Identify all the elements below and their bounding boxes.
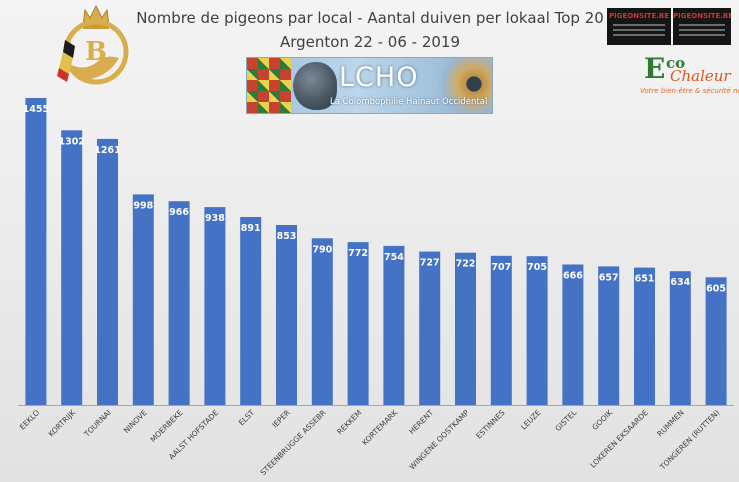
x-tick-label: NINOVE [122,408,149,435]
bar-kortrijk [61,130,83,406]
x-tick-label: LEUZE [519,408,543,432]
bar-value-label: 705 [527,262,547,273]
x-tick-label: IEPER [270,408,292,430]
ad-text-line [613,34,665,36]
bar-value-label: 707 [491,262,511,273]
bar-value-label: 1455 [23,104,49,115]
eco-e-letter: E [644,52,666,85]
bar-value-label: 722 [456,259,476,270]
bar-wingene-oostkamp [455,252,476,405]
bar-value-label: 938 [205,213,225,224]
bar-rummen [669,271,691,405]
bar-value-label: 772 [348,248,368,259]
bar-value-label: 853 [277,231,297,242]
bar-rekkem [347,242,369,405]
bar-value-label: 754 [384,252,404,263]
x-tick-label: TOURNAI [82,408,113,439]
bar-value-label: 966 [169,207,189,218]
bar-value-label: 605 [706,283,726,294]
bar-leuze [526,256,548,405]
ad-text-line [613,29,665,31]
bar-herent [419,251,441,405]
bar-tournai [97,138,118,405]
lcho-banner: LCHO La Colombophilie Hainaut Occidental [246,57,493,114]
bar-elst [240,217,262,405]
bar-value-label: 1261 [94,145,120,156]
ad-text-line [679,34,725,36]
bar-value-label: 1302 [58,136,84,147]
eye-icon [438,58,492,113]
bar-ninove [132,194,154,405]
x-tick-label: STEENBRUGGE ASSEBR [259,408,328,477]
eco-tagline: Votre bien-être & sécurité notre [640,87,739,95]
bar-value-label: 657 [599,272,619,283]
x-tick-label: WINGENE OOSTKAMP [408,408,472,472]
bar-tongeren-rutten [705,277,727,405]
bar-estinnes [490,255,512,405]
x-tick-label: KORTEMARK [360,407,400,447]
x-tick-label: GISTEL [553,407,579,433]
royal-b-logo: B [57,4,129,85]
bar-moerbeke [168,201,190,405]
lcho-subtitle: La Colombophilie Hainaut Occidental [330,97,488,107]
eco-chaleur-text: Chaleur [670,67,731,85]
x-tick-label: GOOIK [590,407,615,432]
bar-ieper [276,225,297,405]
x-tick-label: TONGEREN (RUTTEN) [657,408,721,472]
pigeonsite-ad-1[interactable]: PIGEONSITE.BE [607,8,671,45]
ad-text-line [679,29,725,31]
bar-aalst-hofstade [204,207,226,405]
bar-eeklo [25,98,47,405]
x-tick-label: EEKLO [18,408,42,432]
tick-labels-group: EEKLO KORTRIJK TOURNAI NINOVE MOERBEKEAALST … [18,407,722,477]
x-tick-label: ESTINNES [474,408,507,441]
bars-group: 1455 1302 1261 998 966 938 891 853 790 772 754 727 7… [23,98,727,406]
bar-value-label: 634 [670,277,690,288]
logo-letter: B [85,37,107,67]
bar-value-label: 651 [635,274,655,285]
x-tick-label: ELST [237,408,257,428]
pigeonsite-brand-2: PIGEONSITE.BE [673,12,731,20]
x-tick-label: RUMMEN [655,408,685,438]
lcho-title: LCHO [339,62,419,93]
bar-gooik [598,266,620,405]
ad-text-line [679,24,725,26]
bar-value-label: 790 [312,244,332,255]
pigeonsite-ad-2[interactable]: PIGEONSITE.BE [673,8,731,45]
x-tick-label: HERENT [407,408,435,436]
bar-lokeren-eksaarde [634,267,655,405]
bar-gistel [562,264,584,405]
pigeonsite-brand-1: PIGEONSITE.BE [608,12,670,20]
eco-chaleur-logo[interactable]: E co Chaleur Votre bien-être & sécurité … [640,52,739,100]
page-subtitle: Argenton 22 - 06 - 2019 [280,33,460,51]
ad-text-line [613,24,665,26]
bar-value-label: 727 [420,258,440,269]
x-tick-label: KORTRIJK [47,407,78,438]
bar-value-label: 998 [133,200,153,211]
flag-icon [247,58,291,113]
pigeon-icon [293,62,337,110]
bar-steenbrugge-assebr [311,238,333,405]
eco-co-text: co [666,54,686,72]
x-tick-label: MOERBEKE [149,408,185,444]
bar-kortemark [383,245,405,405]
bar-value-label: 666 [563,271,583,282]
bar-value-label: 891 [241,223,261,234]
page-title: Nombre de pigeons par local - Aantal dui… [136,9,604,27]
x-tick-label: REKKEM [335,408,363,436]
